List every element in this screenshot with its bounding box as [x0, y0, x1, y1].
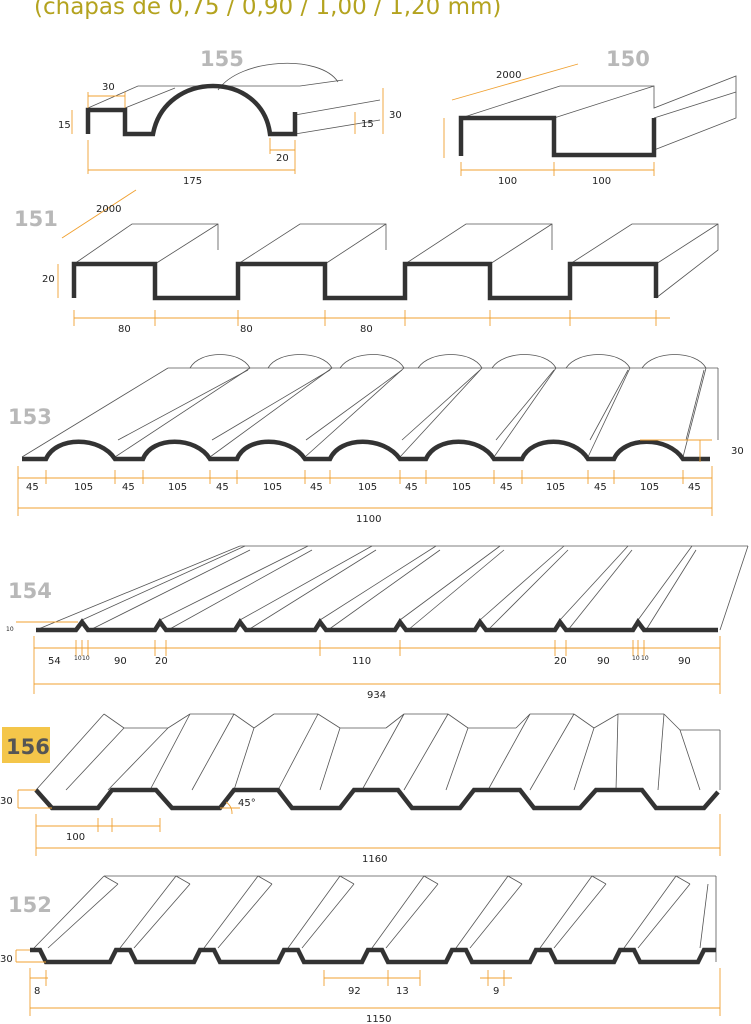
dim-153-105-4: 105 [358, 482, 377, 493]
dim-154-10a: 10 [74, 655, 82, 662]
profile-156-highlight [2, 727, 50, 763]
dim-153-105-2: 105 [168, 482, 187, 493]
dim-154-10d: 10 [641, 655, 649, 662]
dim-154-10c: 10 [632, 655, 640, 662]
profile-153: 153 30 [8, 354, 744, 525]
dim-153-45-4: 45 [310, 482, 323, 493]
dim-152-8: 8 [34, 986, 40, 997]
dim-154-20b: 20 [554, 656, 567, 667]
profile-152: 152 30 8 [0, 875, 721, 1024]
dim-152-9: 9 [493, 986, 499, 997]
dim-153-45-8: 45 [688, 482, 701, 493]
dim-153-45-7: 45 [594, 482, 607, 493]
profile-150-name: 150 [606, 47, 650, 71]
dim-153-105-5: 105 [452, 482, 471, 493]
dim-153-45-3: 45 [216, 482, 229, 493]
dim-154-934: 934 [367, 690, 386, 701]
dim-154-90b: 90 [597, 656, 610, 667]
dim-150-100a: 100 [498, 176, 517, 187]
dim-152-13: 13 [396, 986, 409, 997]
page-header: (chapas de 0,75 / 0,90 / 1,00 / 1,20 mm) [34, 0, 502, 20]
dim-155-30-top: 30 [102, 82, 115, 93]
dim-153-1100: 1100 [356, 514, 381, 525]
profile-155-name: 155 [200, 47, 244, 71]
dim-154-10-left: 10 [6, 626, 14, 633]
dim-153-45-1: 45 [26, 482, 39, 493]
dim-155-20: 20 [276, 153, 289, 164]
profile-153-name: 153 [8, 405, 52, 429]
dim-153-105-7: 105 [640, 482, 659, 493]
dim-153-105-6: 105 [546, 482, 565, 493]
dim-153-30: 30 [731, 446, 744, 457]
dim-154-90a: 90 [114, 656, 127, 667]
profile-156-name: 156 [6, 735, 50, 759]
dim-151-2000: 2000 [96, 204, 121, 215]
dim-156-45deg: 45° [238, 798, 256, 809]
dim-153-105-1: 105 [74, 482, 93, 493]
dim-156-100: 100 [66, 832, 85, 843]
dim-150-2000: 2000 [496, 70, 521, 81]
profile-154-name: 154 [8, 579, 52, 603]
dim-156-1160: 1160 [362, 854, 387, 865]
dim-154-90c: 90 [678, 656, 691, 667]
profile-151-name: 151 [14, 207, 58, 231]
dim-155-15-left: 15 [58, 120, 71, 131]
dim-153-45-2: 45 [122, 482, 135, 493]
dim-152-92: 92 [348, 986, 361, 997]
dim-154-20a: 20 [155, 656, 168, 667]
profile-154: 154 10 54 [6, 545, 749, 701]
dim-152-1150: 1150 [366, 1014, 391, 1024]
profile-155: 155 30 15 15 30 20 175 [58, 47, 402, 187]
profile-152-name: 152 [8, 893, 52, 917]
dim-153-105-3: 105 [263, 482, 282, 493]
dim-151-80c: 80 [360, 324, 373, 335]
dim-150-100b: 100 [592, 176, 611, 187]
profile-150: 150 2000 100 100 [443, 47, 737, 187]
dim-154-54: 54 [48, 656, 61, 667]
dim-156-30: 30 [0, 796, 13, 807]
dim-155-30-right: 30 [389, 110, 402, 121]
dim-152-30: 30 [0, 954, 13, 965]
dim-154-110: 110 [352, 656, 371, 667]
dim-155-15-right: 15 [361, 119, 374, 130]
dim-151-20: 20 [42, 274, 55, 285]
profile-156: 156 [0, 713, 721, 865]
dim-153-45-6: 45 [500, 482, 513, 493]
dim-153-45-5: 45 [405, 482, 418, 493]
dim-151-80b: 80 [240, 324, 253, 335]
profile-151: 151 2000 20 80 80 80 [14, 189, 719, 335]
dim-151-80a: 80 [118, 324, 131, 335]
dim-154-10b: 10 [82, 655, 90, 662]
dim-155-175: 175 [183, 176, 202, 187]
